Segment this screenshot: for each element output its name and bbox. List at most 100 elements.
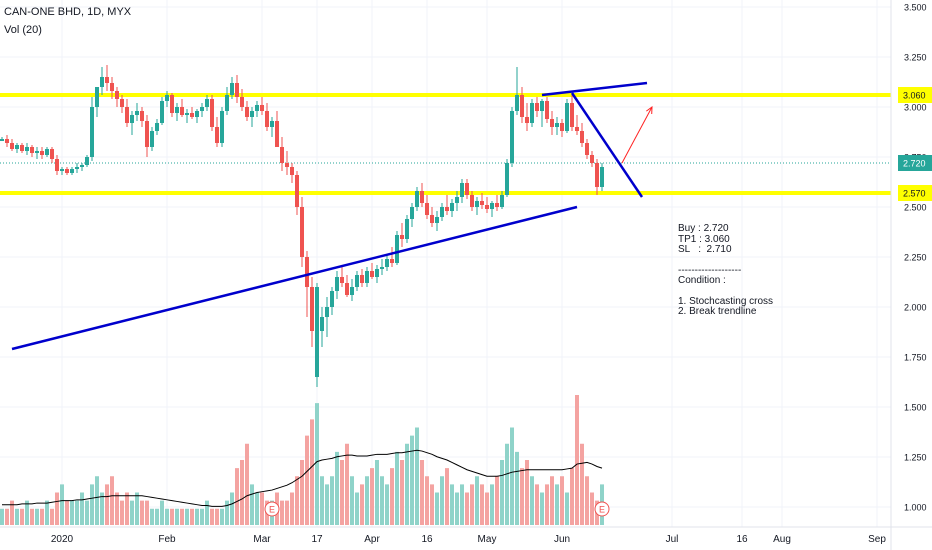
candle-body (545, 101, 549, 119)
volume-bar (50, 508, 54, 525)
candle-body (195, 111, 199, 117)
annotation-condition-1: 1. Stochcasting cross (678, 295, 774, 307)
candle-body (535, 103, 539, 111)
candle-body (415, 191, 419, 207)
candle-body (470, 195, 474, 207)
volume-bar (385, 484, 389, 525)
volume-bar (320, 476, 324, 525)
volume-bar (350, 476, 354, 525)
candle-body (430, 215, 434, 223)
x-tick-label: 2020 (51, 534, 74, 545)
candle-body (280, 147, 284, 163)
x-tick-label: 16 (421, 534, 433, 545)
y-tick-label: 3.500 (904, 3, 927, 13)
candle-body (225, 95, 229, 111)
volume-bar (480, 484, 484, 525)
candle-body (285, 163, 289, 167)
volume-bar (420, 460, 424, 525)
candle-body (125, 107, 129, 123)
candle-body (520, 95, 524, 117)
candle-body (175, 107, 179, 113)
candle-body (540, 101, 544, 111)
volume-bar (450, 484, 454, 525)
candle-body (135, 111, 139, 115)
candle-body (465, 183, 469, 195)
candle-body (310, 287, 314, 331)
volume-bar (425, 476, 429, 525)
candle-body (145, 121, 149, 147)
candle-body (330, 291, 334, 307)
candle-body (565, 103, 569, 131)
volume-bar (75, 500, 79, 525)
volume-ma-line (2, 449, 603, 507)
candle-body (170, 95, 174, 113)
volume-bar (110, 476, 114, 525)
candle-body (400, 235, 404, 239)
y-tick-label: 2.000 (904, 303, 927, 313)
volume-bar (345, 443, 349, 525)
volume-bar (35, 508, 39, 525)
candle-body (155, 123, 159, 131)
volume-bar (465, 492, 469, 525)
candle-body (25, 147, 29, 151)
candle-body (230, 83, 234, 95)
volume-bar (505, 443, 509, 525)
volume-bar (10, 500, 14, 525)
volume-bar (170, 508, 174, 525)
candle-body (255, 105, 259, 111)
candle-body (110, 83, 114, 91)
volume-bar (280, 500, 284, 525)
volume-bar (195, 508, 199, 525)
volume-bar (475, 476, 479, 525)
volume-bar (255, 492, 259, 525)
candle-body (530, 103, 534, 123)
candle-body (140, 111, 144, 121)
volume-bar (305, 435, 309, 525)
volume-bar (205, 500, 209, 525)
candle-body (355, 275, 359, 287)
volume-bar (340, 460, 344, 525)
volume-bar (260, 492, 264, 525)
candle-body (500, 195, 504, 207)
candle-body (70, 169, 74, 173)
volume-bar (25, 500, 29, 525)
volume-bar (140, 500, 144, 525)
candle-body (215, 127, 219, 143)
candle-body (590, 155, 594, 163)
volume-bar (95, 476, 99, 525)
y-tick-label: 1.000 (904, 503, 927, 513)
candle-body (485, 205, 489, 209)
volume-bar (335, 451, 339, 525)
volume-bar (200, 508, 204, 525)
volume-bar (80, 492, 84, 525)
candle-body (45, 149, 49, 155)
volume-bar (90, 484, 94, 525)
candle-body (395, 235, 399, 263)
candle-body (455, 197, 459, 203)
volume-bar (105, 484, 109, 525)
volume-bar (395, 451, 399, 525)
trendline (570, 92, 644, 198)
volume-bar (245, 443, 249, 525)
price-tag-label: 3.060 (903, 91, 926, 101)
x-tick-label: May (478, 534, 497, 545)
volume-bar (455, 492, 459, 525)
candle-body (475, 201, 479, 207)
volume-bar (120, 500, 124, 525)
volume-bar (285, 500, 289, 525)
volume-bar (315, 403, 319, 525)
annotation-tp1: TP1 : 3.060 (678, 233, 730, 245)
volume-bar (460, 484, 464, 525)
volume-bar (65, 500, 69, 525)
volume-bar (225, 500, 229, 525)
volume-bar (550, 476, 554, 525)
annotation-divider: ------------------- (678, 264, 742, 276)
volume-indicator-label: Vol (20) (4, 24, 42, 36)
candle-body (205, 99, 209, 107)
volume-bar (180, 508, 184, 525)
volume-bar (5, 508, 9, 525)
candle-body (460, 183, 464, 197)
y-tick-label: 1.250 (904, 453, 927, 463)
